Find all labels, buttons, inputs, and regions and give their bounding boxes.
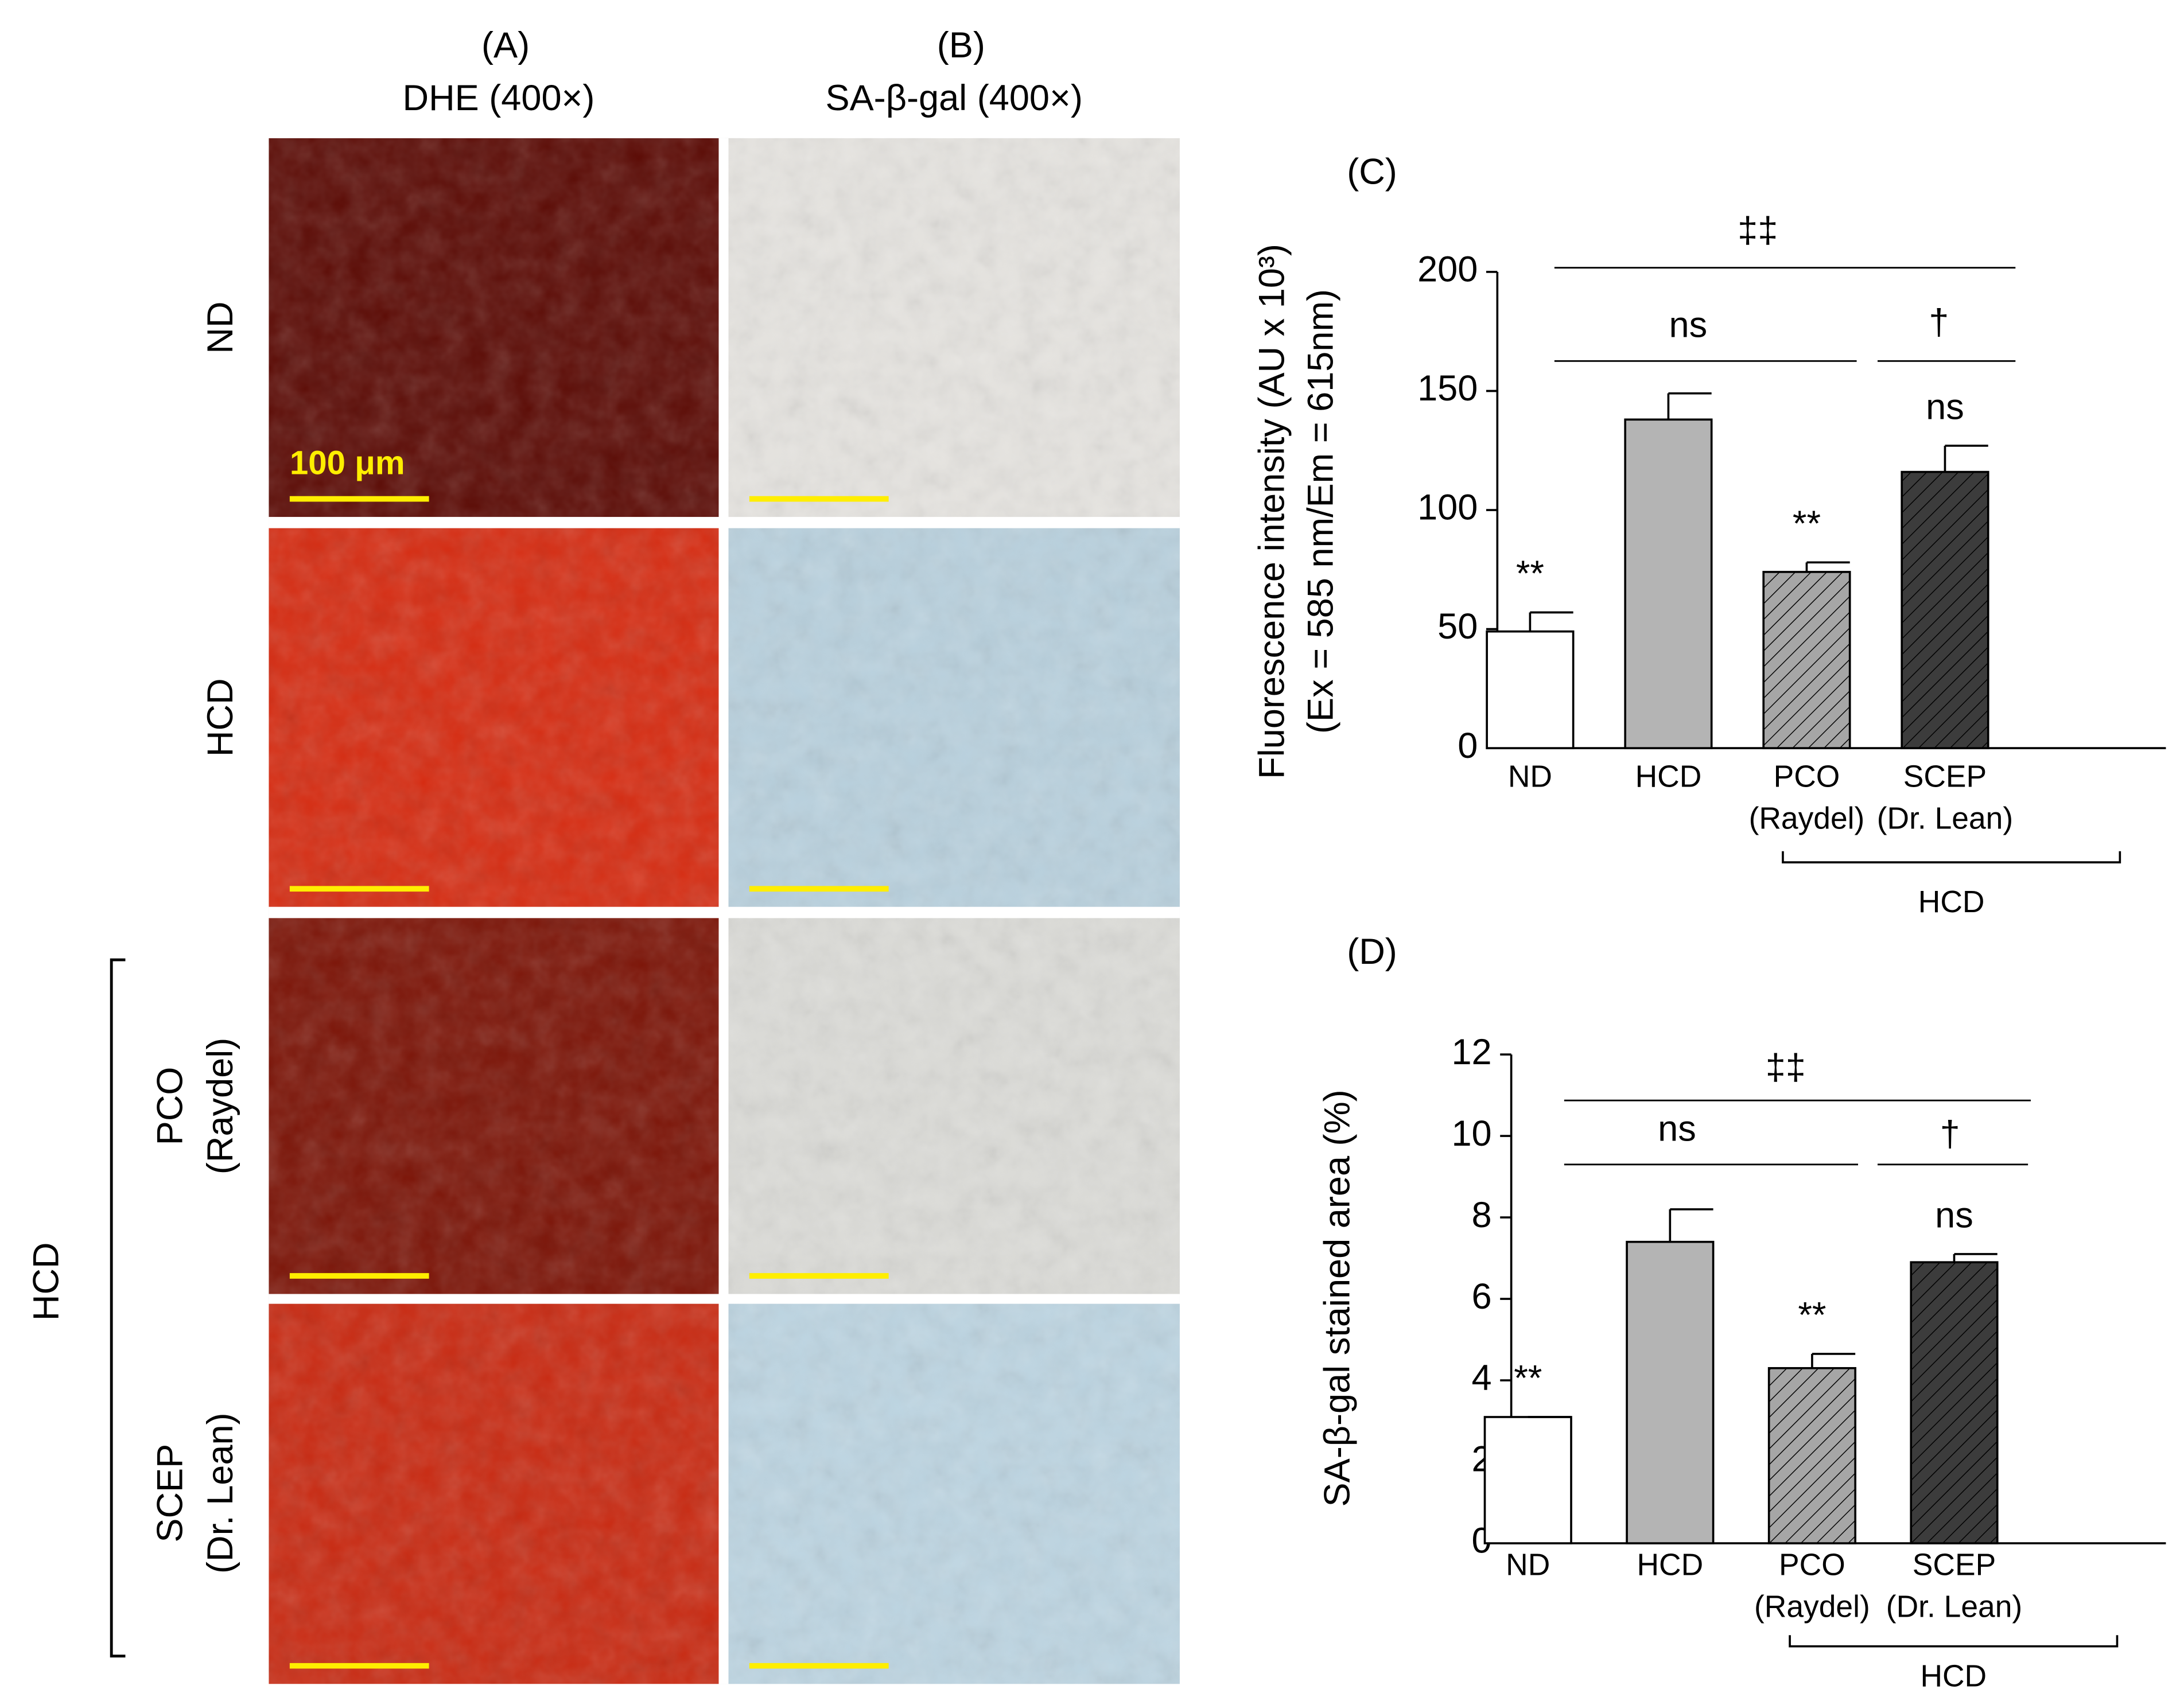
group-label: HCD — [1918, 885, 1985, 919]
panel-title: SA-β-gal (400×) — [826, 78, 1083, 118]
row-label: (Dr. Lean) — [200, 1412, 240, 1574]
group-bracket — [110, 958, 126, 1658]
error-bar — [1529, 611, 1573, 632]
x-tick-label: ND — [1508, 760, 1552, 794]
scale-label: 100 μm — [290, 445, 405, 482]
bar — [1483, 1416, 1572, 1544]
y-tick-label: 10 — [1451, 1114, 1491, 1154]
y-tick-label: 6 — [1472, 1276, 1492, 1317]
y-tick-label: 200 — [1417, 250, 1478, 290]
x-tick-label: HCD — [1637, 1548, 1703, 1582]
error-bar — [1811, 1353, 1856, 1368]
y-axis-label: SA-β-gal stained area (%) — [1318, 1089, 1358, 1507]
row-label: SCEP — [150, 1444, 191, 1543]
y-tick-label: 0 — [1458, 726, 1478, 766]
micrographs: 100 μm — [269, 138, 1180, 1684]
bar — [1767, 1367, 1856, 1544]
comparison-label: ns — [1669, 305, 1708, 345]
bar — [1901, 470, 1989, 749]
comparison-label: † — [1940, 1114, 1960, 1154]
y-tick-label: 12 — [1451, 1032, 1491, 1072]
scale-bar — [289, 496, 889, 1669]
bar — [1624, 418, 1713, 749]
bar — [1910, 1261, 1999, 1544]
x-tick-label: ND — [1506, 1548, 1550, 1582]
row-label: ND — [200, 301, 240, 353]
y-tick-label: 150 — [1417, 368, 1478, 408]
error-bar — [1805, 561, 1850, 572]
y-tick-label: 50 — [1437, 606, 1478, 647]
bar — [1486, 630, 1575, 749]
y-tick-label: 8 — [1472, 1195, 1492, 1235]
x-tick-label: SCEP — [1903, 760, 1987, 794]
comparison-label: ns — [1658, 1108, 1696, 1149]
error-bar — [1953, 1253, 1998, 1263]
comparison-label: † — [1929, 302, 1949, 342]
x-tick-label: PCO — [1774, 760, 1840, 794]
significance-mark: ** — [1798, 1295, 1826, 1335]
chart-title: (C) — [1347, 152, 1397, 192]
x-tick-label: (Raydel) — [1754, 1590, 1870, 1624]
x-tick-label: SCEP — [1913, 1548, 1996, 1582]
x-tick-label: (Raydel) — [1749, 801, 1865, 835]
significance-mark: ** — [1514, 1359, 1542, 1399]
panel-label: (B) — [937, 25, 985, 65]
x-tick-label: PCO — [1779, 1548, 1845, 1582]
y-tick-label: 4 — [1472, 1358, 1492, 1398]
significance-mark: ** — [1516, 554, 1544, 594]
panel-title: DHE (400×) — [403, 78, 595, 118]
image-panels: (A) DHE (400×) (B) SA-β-gal (400×) 100 μ… — [26, 25, 1180, 1684]
row-label: (Raydel) — [200, 1038, 240, 1174]
error-bar — [1667, 392, 1712, 420]
significance-mark: ns — [1926, 387, 1964, 427]
x-tick-label: HCD — [1635, 760, 1702, 794]
bar — [1626, 1240, 1715, 1544]
group-label: HCD — [1920, 1660, 1987, 1694]
comparison-label: ‡‡ — [1766, 1047, 1806, 1087]
significance-mark: ** — [1793, 504, 1821, 544]
error-bar — [1944, 445, 1988, 472]
divider — [269, 906, 1180, 918]
x-tick-label: (Dr. Lean) — [1886, 1590, 2022, 1624]
panel-label: (A) — [481, 25, 530, 65]
group-label: HCD — [26, 1242, 67, 1321]
bar — [1762, 571, 1851, 749]
y-axis-label: (Ex = 585 nm/Em = 615nm) — [1301, 289, 1341, 734]
divider — [269, 517, 1180, 528]
x-tick-label: (Dr. Lean) — [1877, 801, 2013, 835]
group-bracket — [1782, 851, 2121, 863]
error-bar — [1669, 1208, 1713, 1242]
row-label: HCD — [200, 678, 240, 757]
y-axis-label: Fluorescence intensity (AU x 10³) — [1252, 244, 1292, 779]
chart-title: (D) — [1347, 932, 1397, 972]
comparison-label: ‡‡ — [1738, 211, 1778, 251]
row-label: PCO — [150, 1067, 191, 1146]
group-bracket — [1789, 1635, 2119, 1648]
significance-mark: ns — [1935, 1196, 1973, 1236]
y-tick-label: 100 — [1417, 488, 1478, 528]
divider — [269, 1294, 1180, 1304]
